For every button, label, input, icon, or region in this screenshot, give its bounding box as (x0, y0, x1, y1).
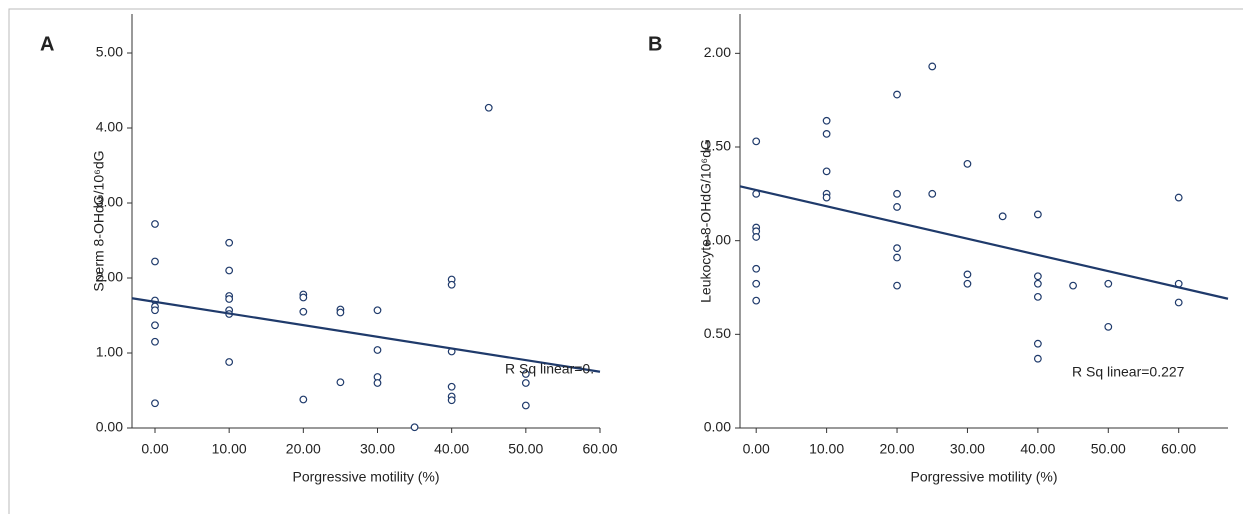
point (225, 358, 234, 366)
y-tick-label: 2.00 (96, 269, 123, 285)
point (928, 62, 937, 71)
point (225, 295, 234, 303)
point (752, 233, 761, 241)
panel-label: B (648, 33, 662, 55)
x-tick-label: 10.00 (212, 441, 247, 457)
x-tick-label: 50.00 (508, 441, 543, 457)
point (447, 396, 456, 405)
figure-border (8, 8, 1243, 514)
x-axis-label: Porgressive motility (%) (910, 469, 1057, 485)
point (1104, 322, 1113, 331)
x-tick-label: 0.00 (141, 441, 168, 457)
x-tick-label: 30.00 (950, 441, 985, 457)
point (1033, 272, 1042, 281)
point (998, 212, 1007, 221)
point (893, 90, 901, 99)
y-tick-label: 0.50 (704, 325, 731, 341)
point (963, 279, 972, 288)
point (336, 308, 345, 317)
x-tick-label: 10.00 (809, 441, 844, 457)
point (822, 193, 831, 202)
y-tick-label: 1.50 (704, 138, 731, 154)
y-tick-label: 4.00 (96, 119, 123, 135)
y-tick-label: 0.00 (96, 419, 123, 435)
point (299, 307, 308, 316)
x-tick-label: 0.00 (743, 441, 770, 457)
point (410, 423, 419, 432)
point (893, 281, 901, 290)
y-tick-label: 5.00 (96, 44, 123, 60)
point (373, 346, 382, 354)
point (1033, 210, 1042, 219)
point (447, 382, 456, 391)
point (225, 266, 234, 275)
point (893, 203, 901, 211)
y-tick-label: 1.00 (96, 344, 123, 360)
point (822, 129, 831, 138)
point (893, 253, 901, 262)
point (1174, 193, 1183, 202)
point (447, 280, 456, 289)
point (893, 189, 901, 198)
annotation: R Sq linear=0.227 (1072, 364, 1185, 380)
point (225, 238, 234, 247)
point (151, 337, 159, 346)
point (1033, 339, 1042, 348)
point (151, 306, 159, 315)
point (151, 399, 159, 408)
point (336, 378, 345, 387)
point (1033, 292, 1042, 301)
point (928, 189, 937, 198)
point (373, 379, 382, 387)
point (1033, 279, 1042, 288)
x-tick-label: 20.00 (286, 441, 321, 457)
panel-label: A (40, 33, 54, 55)
point (521, 379, 530, 387)
y-axis-label: Leukocyte 8-OHdG/10⁶dG (698, 139, 714, 303)
point (521, 401, 530, 410)
x-tick-label: 60.00 (582, 441, 617, 457)
fit-line (131, 297, 601, 373)
point (752, 137, 761, 146)
point (1104, 279, 1113, 288)
point (893, 244, 901, 253)
x-tick-label: 40.00 (1020, 441, 1055, 457)
point (822, 167, 831, 176)
point (151, 321, 159, 330)
point (1174, 298, 1183, 307)
point (1069, 281, 1077, 290)
y-tick-label: 2.00 (704, 44, 731, 60)
x-tick-label: 50.00 (1091, 441, 1126, 457)
annotation: R Sq linear=0. (505, 361, 594, 377)
y-tick-label: 3.00 (96, 194, 123, 210)
fit-line (739, 185, 1229, 300)
point (963, 270, 972, 279)
point (1033, 354, 1042, 363)
point (299, 395, 308, 404)
point (151, 220, 159, 228)
point (752, 264, 761, 273)
x-tick-label: 20.00 (880, 441, 915, 457)
y-tick-label: 0.00 (704, 419, 731, 435)
x-tick-label: 30.00 (360, 441, 395, 457)
x-tick-label: 60.00 (1161, 441, 1196, 457)
point (752, 296, 761, 305)
point (822, 116, 831, 125)
point (484, 103, 493, 112)
point (963, 159, 972, 168)
point (299, 293, 308, 302)
point (521, 370, 530, 378)
x-axis-label: Porgressive motility (%) (292, 469, 439, 485)
point (752, 279, 761, 288)
y-tick-label: 1.00 (704, 231, 731, 247)
point (151, 257, 159, 266)
y-axis-label: Sperm 8-OHdG/10⁶dG (91, 150, 107, 291)
point (373, 306, 382, 315)
x-tick-label: 40.00 (434, 441, 469, 457)
